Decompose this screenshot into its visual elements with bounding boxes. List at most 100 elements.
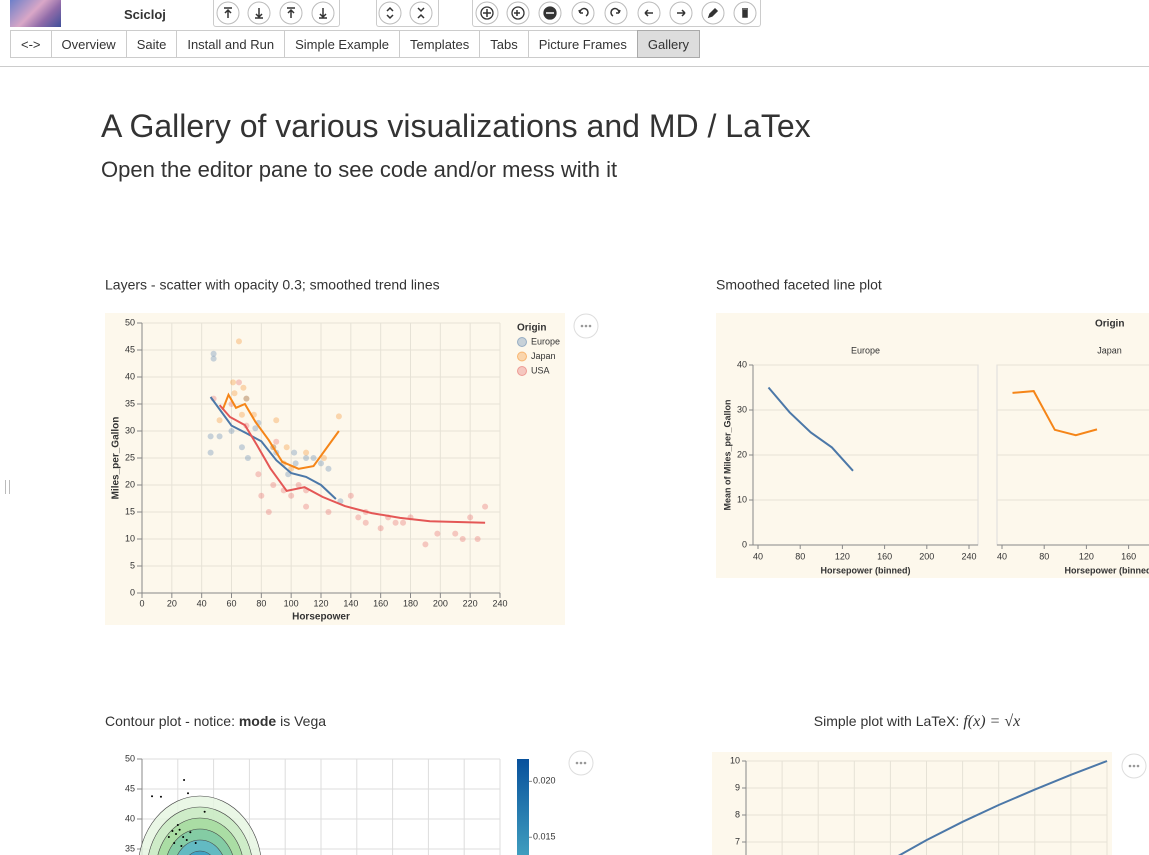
- icon-button[interactable]: [311, 1, 335, 25]
- scatter-point: [244, 455, 251, 461]
- tab[interactable]: <->: [10, 30, 52, 58]
- icon-button[interactable]: [637, 1, 661, 25]
- icon-buttons: [216, 1, 757, 25]
- more-dot: [583, 761, 587, 765]
- icon-ring: [511, 6, 525, 20]
- scatter-point: [422, 541, 429, 548]
- y-tick-label: 50: [125, 753, 135, 763]
- chart-title: Contour plot - notice: mode is Vega: [105, 713, 326, 729]
- icon-button[interactable]: [247, 1, 271, 25]
- y-tick-label: 40: [125, 371, 135, 381]
- scatter-point: [210, 350, 217, 357]
- icon-button[interactable]: [409, 1, 433, 25]
- tab[interactable]: Simple Example: [284, 30, 401, 58]
- more-dot: [1132, 764, 1136, 768]
- trend-line: [221, 392, 340, 470]
- tab[interactable]: Install and Run: [176, 30, 286, 58]
- scatter-point: [270, 482, 277, 488]
- icon-button[interactable]: [378, 1, 402, 25]
- x-tick-label: 120: [1079, 551, 1094, 561]
- tab[interactable]: Saite: [125, 30, 178, 58]
- scatter-point: [235, 338, 242, 345]
- tab[interactable]: Templates: [399, 30, 481, 58]
- icon-button[interactable]: [701, 1, 725, 25]
- tab[interactable]: Tabs: [479, 30, 529, 58]
- data-point: [171, 830, 174, 832]
- icon-button[interactable]: [506, 1, 530, 25]
- scatter-point: [335, 413, 342, 420]
- logo[interactable]: [10, 0, 61, 27]
- more-button[interactable]: [573, 313, 599, 339]
- data-point: [187, 792, 190, 795]
- icon-glyph: [255, 8, 263, 19]
- trend-line: [218, 404, 486, 524]
- scatter-point: [303, 449, 310, 456]
- scatter-point: [231, 390, 238, 397]
- more-button[interactable]: [568, 750, 594, 776]
- x-tick-label: 60: [226, 598, 236, 608]
- scatter-point: [238, 411, 245, 418]
- x-axis-title: Horsepower (binned): [820, 565, 910, 575]
- icon-button[interactable]: [538, 1, 562, 25]
- y-tick-label: 8: [735, 809, 740, 819]
- legend-tick-label: 0.020: [533, 776, 556, 786]
- tab-bar: <-> Overview Saite Install and Run Simple Ex…: [10, 30, 701, 58]
- divider: [0, 66, 1149, 67]
- y-tick-label: 40: [125, 813, 135, 823]
- y-tick-label: 7: [735, 836, 740, 846]
- tab[interactable]: Gallery: [636, 30, 701, 58]
- chart-background: [716, 313, 1149, 578]
- icon-button[interactable]: [279, 1, 303, 25]
- chart-title: Smoothed faceted line plot: [716, 277, 882, 293]
- scatter-point: [303, 503, 310, 510]
- icon-button[interactable]: [571, 1, 595, 25]
- icon-button[interactable]: [604, 1, 628, 25]
- legend-title: Origin: [1095, 319, 1124, 330]
- x-tick-label: 40: [197, 598, 207, 608]
- x-tick-label: 160: [373, 598, 388, 608]
- x-tick-label: 240: [961, 551, 976, 561]
- y-tick-label: 20: [125, 479, 135, 489]
- data-point: [167, 836, 170, 838]
- icon-button[interactable]: [216, 1, 240, 25]
- x-axis-title: Horsepower: [292, 612, 350, 623]
- more-dot: [1136, 764, 1140, 768]
- more-button[interactable]: [1121, 753, 1147, 779]
- data-point: [194, 842, 197, 844]
- scatter-point: [318, 460, 324, 467]
- trend-line: [209, 396, 337, 500]
- icon-button[interactable]: [669, 1, 693, 25]
- y-tick-label: 10: [737, 494, 747, 504]
- icon-glyph: [386, 6, 394, 20]
- chart-background: [105, 313, 565, 625]
- scatter-point: [255, 471, 262, 478]
- y-tick-label: 10: [730, 755, 740, 765]
- icon-button[interactable]: [475, 1, 499, 25]
- more-dot: [580, 324, 584, 328]
- data-point: [203, 810, 206, 813]
- chart-title: Simple plot with LaTeX: f(x) = √x: [814, 713, 1020, 730]
- y-tick-label: 30: [737, 404, 747, 414]
- pane-handle[interactable]: [5, 480, 10, 494]
- scatter-point: [362, 519, 369, 526]
- x-tick-label: 200: [433, 598, 448, 608]
- scatter-point: [295, 482, 302, 488]
- icon-glyph: [224, 7, 232, 18]
- scatter-point: [273, 417, 280, 424]
- x-tick-label: 160: [877, 551, 892, 561]
- tab[interactable]: Picture Frames: [527, 30, 638, 58]
- page-title: A Gallery of various visualizations and …: [101, 108, 811, 144]
- scatter-point: [229, 379, 236, 386]
- scatter-point: [459, 536, 466, 542]
- icon-button[interactable]: [733, 1, 757, 25]
- legend-symbol: [517, 337, 527, 347]
- scatter-point: [283, 444, 290, 451]
- x-tick-label: 120: [835, 551, 850, 561]
- title-math: f(x) = √x: [963, 713, 1020, 730]
- tab[interactable]: Overview: [50, 30, 127, 58]
- data-point: [176, 824, 179, 826]
- x-tick-label: 220: [463, 598, 478, 608]
- data-point: [182, 836, 185, 838]
